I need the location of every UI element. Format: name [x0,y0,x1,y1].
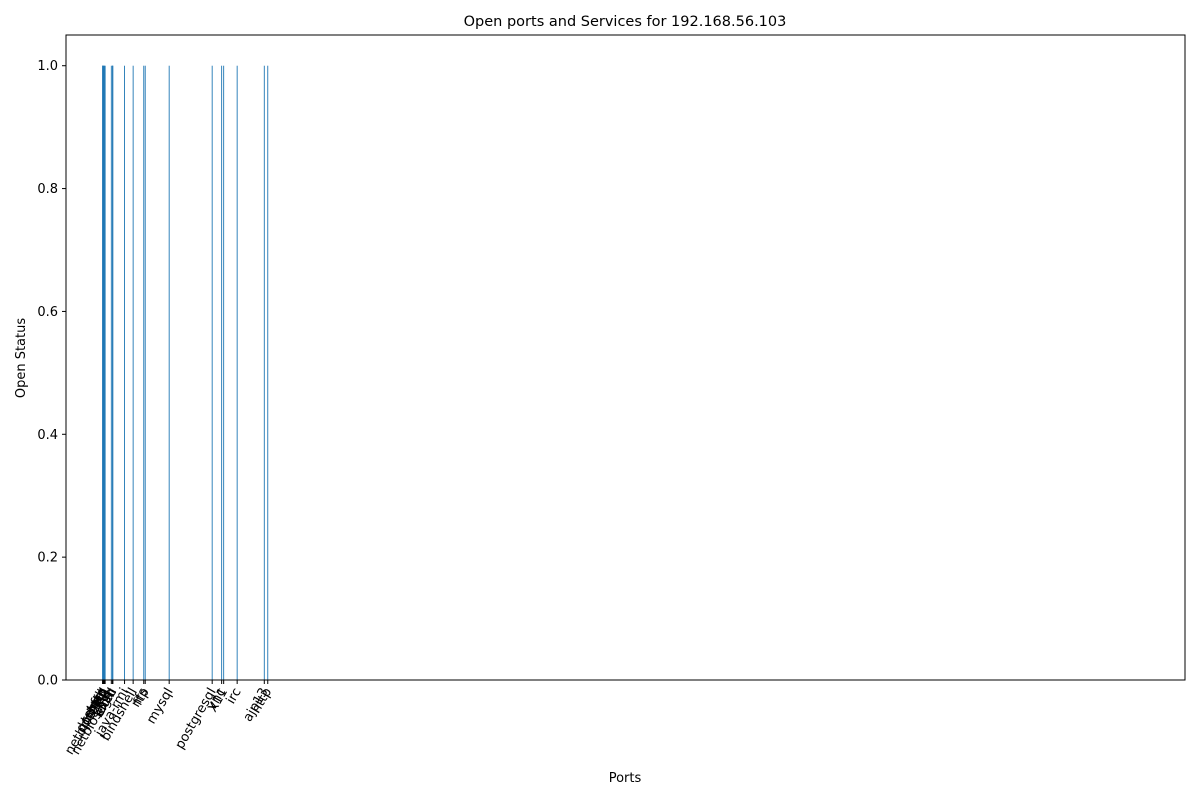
bar-port-25 [102,65,104,680]
chart-title: Open ports and Services for 192.168.56.1… [464,14,787,30]
bar-port-6667 [236,65,238,680]
bar-port-2049 [143,65,145,680]
y-tick-label: 0.2 [37,551,58,566]
y-tick-label: 0.0 [37,674,58,689]
y-tick-label: 0.6 [37,305,58,320]
bar-port-139 [104,65,106,680]
bar-port-1524 [132,65,134,680]
bar-port-111 [104,65,106,680]
bar-port-2121 [144,65,146,680]
bar-port-53 [102,65,104,680]
x-tick-label: irc [224,686,245,707]
bar-port-3306 [168,65,170,680]
bar-port-514 [112,65,114,680]
x-axis-ticks: ftpsshtelnetsmtpdomainhttprpcbindnetbios… [62,680,275,757]
y-axis-ticks: 0.0 0.2 0.4 0.6 0.8 1.0 [37,59,66,689]
x-axis-label: Ports [609,771,642,786]
bar-port-1099 [124,65,125,680]
x-tick-label: http [249,686,275,717]
bar-port-445 [110,65,112,680]
plot-frame [65,34,1186,681]
y-tick-label: 0.8 [37,182,58,197]
bars-group [102,65,269,680]
y-axis-label: Open Status [14,318,29,399]
bar-port-8009 [263,65,265,680]
y-tick-label: 1.0 [37,59,58,74]
bar-port-5900 [221,65,223,680]
y-tick-label: 0.4 [37,428,58,443]
bar-port-5432 [211,65,213,680]
bar-port-6000 [223,65,225,680]
bar-port-8180 [267,65,269,680]
bar-port-80 [103,65,105,680]
